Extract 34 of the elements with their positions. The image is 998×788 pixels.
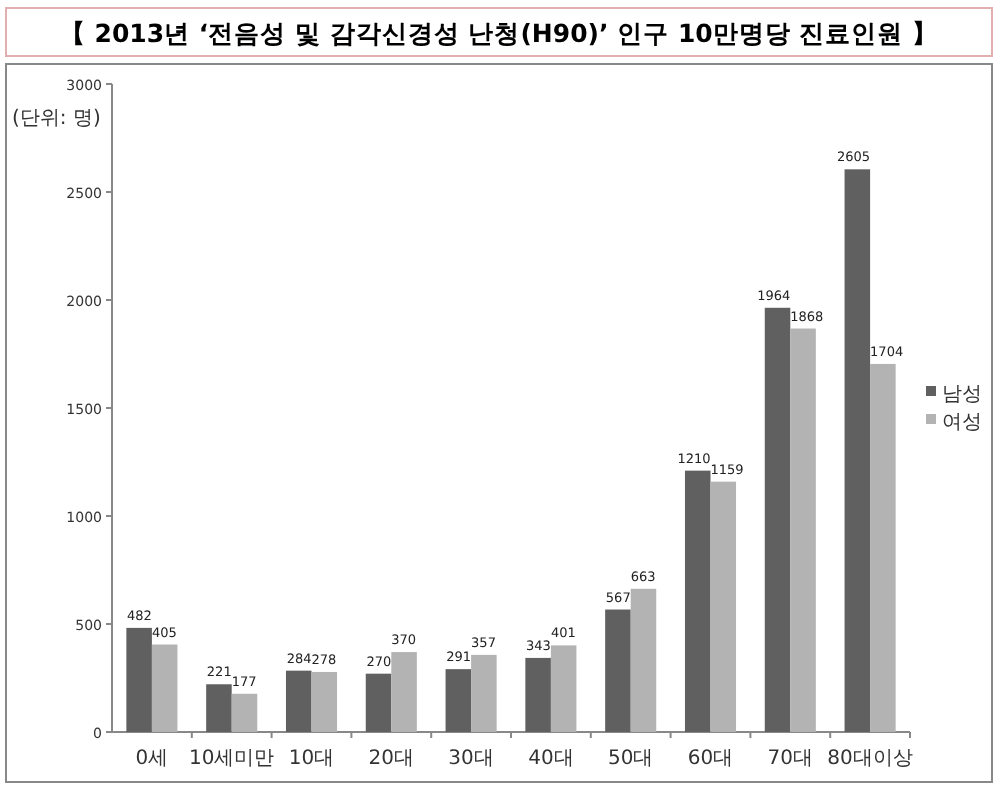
bar <box>790 328 816 732</box>
x-tick-label: 60대 <box>687 748 734 770</box>
bar <box>550 645 577 732</box>
bar <box>126 627 152 732</box>
bar <box>471 654 497 732</box>
bar <box>231 693 258 732</box>
text: (단위: 명) <box>12 108 101 130</box>
bar <box>630 588 657 732</box>
bar <box>365 673 392 732</box>
bar <box>445 669 472 732</box>
bar <box>710 481 737 732</box>
x-tick-label: 10세미만 <box>188 748 275 770</box>
x-tick-label: 20대 <box>368 748 415 770</box>
bar <box>311 671 338 732</box>
x-tick-label: 80대이상 <box>827 748 913 770</box>
chart-title: 【 2013년 ‘전음성 및 감각신경성 난청(H90)’ 인구 10만명당 진료인원 】 <box>59 18 939 48</box>
legend-label: 여성 <box>942 412 982 434</box>
bar <box>525 657 551 732</box>
x-tick-label: 50대 <box>607 748 654 770</box>
bar <box>870 363 896 732</box>
x-tick-label: 10대 <box>288 748 335 770</box>
bar <box>684 470 711 732</box>
bar <box>844 169 871 732</box>
bar <box>605 609 631 732</box>
bar <box>206 684 232 732</box>
x-tick-label: 70대 <box>767 748 814 770</box>
legend-label: 남성 <box>942 384 982 406</box>
bar <box>151 644 178 732</box>
x-tick-label: 30대 <box>448 748 494 770</box>
bar <box>391 652 417 732</box>
bar <box>764 307 791 732</box>
x-tick-label: 40대 <box>528 748 574 770</box>
bar <box>285 670 312 732</box>
x-tick-label: 0세 <box>135 748 169 770</box>
